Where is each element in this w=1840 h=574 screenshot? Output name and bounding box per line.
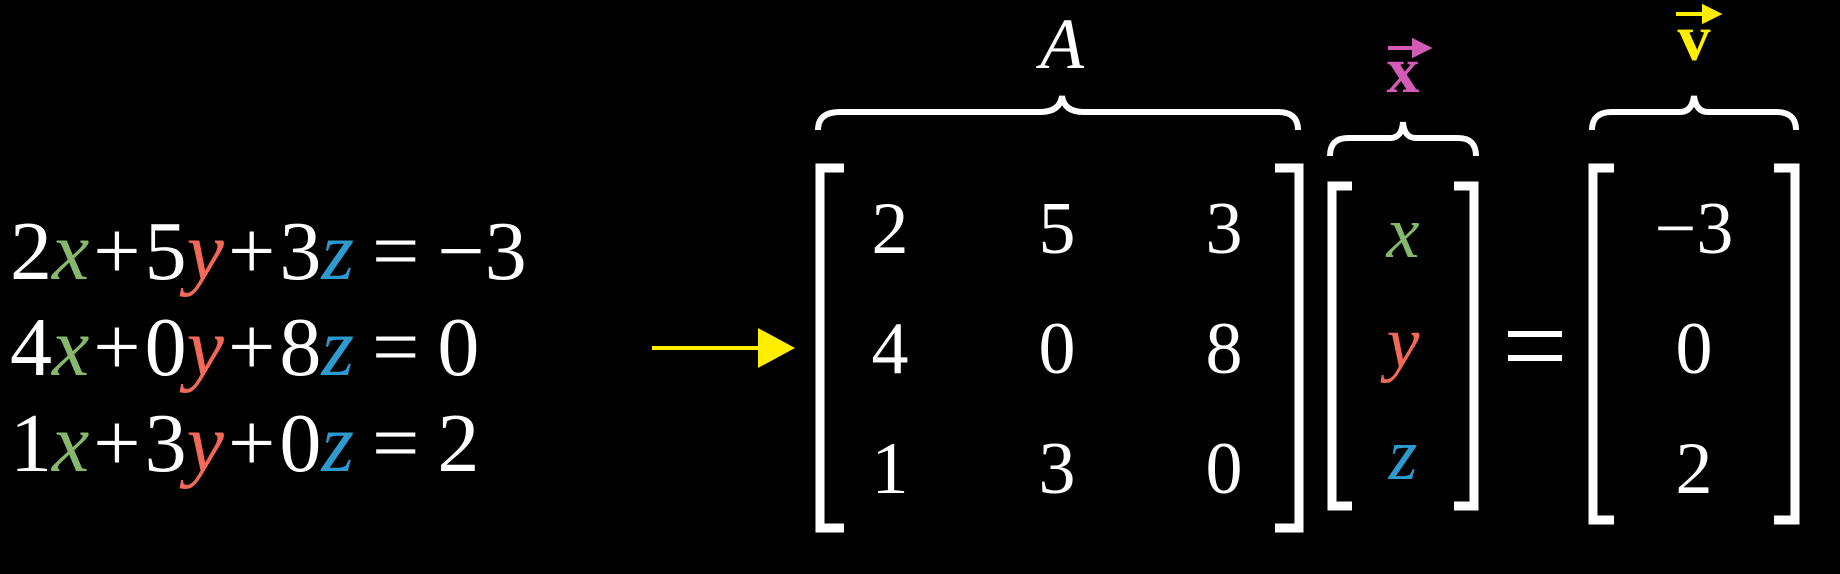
v-vector-arrow-icon (1676, 3, 1723, 25)
matrix-a-brace (815, 95, 1301, 131)
var-z: z (321, 205, 355, 298)
equation-row-2: 4x+0y+8z = 0 (10, 306, 479, 390)
coef-b: 0 (144, 301, 187, 394)
matrix-a-cell: 8 (1205, 308, 1243, 390)
vector-x-entry-x: x (1386, 192, 1420, 274)
var-x: x (52, 205, 90, 298)
vector-x-left-bracket (1327, 181, 1352, 511)
equals-sign: = (372, 397, 420, 490)
vector-x-entry-z: z (1388, 414, 1418, 496)
plus-sign: + (93, 205, 141, 298)
var-y: y (186, 205, 224, 298)
coef-c: 0 (279, 397, 322, 490)
coef-b: 5 (144, 205, 187, 298)
var-x: x (52, 397, 90, 490)
coef-c: 3 (279, 205, 322, 298)
matrix-a-cell: 4 (871, 308, 909, 390)
x-vector-arrow-icon (1388, 37, 1433, 59)
vector-v-label: v (1677, 2, 1711, 75)
coef-b: 3 (144, 397, 187, 490)
matrix-a-left-bracket (815, 163, 844, 533)
coef-a: 1 (10, 397, 52, 490)
rhs: 0 (437, 301, 480, 394)
matrix-a-right-bracket (1275, 163, 1304, 533)
plus-sign: + (227, 205, 276, 298)
plus-sign: + (93, 301, 141, 394)
vector-x-brace (1327, 121, 1479, 157)
vector-v-entry: 0 (1675, 308, 1713, 390)
matrix-a-cell: 0 (1038, 308, 1076, 390)
matrix-a-cell: 3 (1038, 428, 1076, 510)
matrix-a-cell: 0 (1205, 428, 1243, 510)
var-x: x (52, 301, 90, 394)
var-z: z (321, 301, 355, 394)
coef-a: 4 (10, 301, 52, 394)
equals-sign-shape (1508, 331, 1562, 361)
vector-x-label: x (1386, 34, 1420, 107)
equals-sign: = (372, 205, 420, 298)
rhs: −3 (437, 205, 527, 298)
equation-row-3: 1x+3y+0z = 2 (10, 402, 479, 486)
coef-a: 2 (10, 205, 52, 298)
vector-v-brace (1589, 95, 1799, 131)
vector-v-right-bracket (1774, 163, 1800, 525)
matrix-a-cell: 3 (1205, 188, 1243, 270)
matrix-a-cell: 1 (871, 428, 909, 510)
vector-v-left-bracket (1588, 163, 1614, 525)
var-y: y (186, 397, 224, 490)
var-y: y (186, 301, 224, 394)
coef-c: 8 (279, 301, 322, 394)
matrix-a-cell: 2 (871, 188, 909, 270)
vector-v-entry: −3 (1654, 188, 1734, 270)
plus-sign: + (93, 397, 141, 490)
vector-x-entry-y: y (1386, 302, 1420, 384)
equation-row-1: 2x+5y+3z = −3 (10, 210, 527, 294)
equals-sign: = (372, 301, 420, 394)
vector-x-right-bracket (1454, 181, 1479, 511)
rhs: 2 (437, 397, 480, 490)
matrix-a-cell: 5 (1038, 188, 1076, 270)
right-arrow-icon (652, 328, 795, 368)
matrix-a-label: A (1040, 4, 1084, 84)
var-z: z (321, 397, 355, 490)
plus-sign: + (227, 397, 276, 490)
plus-sign: + (227, 301, 276, 394)
vector-v-entry: 2 (1675, 428, 1713, 510)
